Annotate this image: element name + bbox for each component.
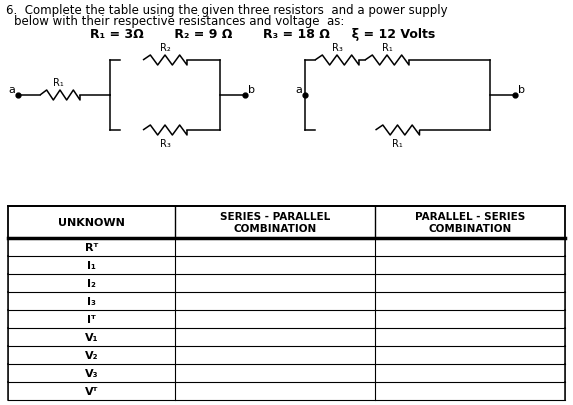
Bar xyxy=(8,256,565,274)
Text: PARALLEL - SERIES
COMBINATION: PARALLEL - SERIES COMBINATION xyxy=(415,211,525,234)
Text: I₃: I₃ xyxy=(87,296,96,306)
Text: I₂: I₂ xyxy=(87,278,96,288)
Bar xyxy=(8,274,565,292)
Text: V₂: V₂ xyxy=(85,350,98,360)
Text: SERIES - PARALLEL
COMBINATION: SERIES - PARALLEL COMBINATION xyxy=(220,211,330,234)
Bar xyxy=(8,292,565,310)
Text: Vᵀ: Vᵀ xyxy=(85,386,98,396)
Text: Rᵀ: Rᵀ xyxy=(85,243,98,252)
Text: a: a xyxy=(295,85,302,95)
Text: b: b xyxy=(518,85,525,95)
Bar xyxy=(8,207,565,239)
Text: R₁ = 3Ω       R₂ = 9 Ω       R₃ = 18 Ω     ξ = 12 Volts: R₁ = 3Ω R₂ = 9 Ω R₃ = 18 Ω ξ = 12 Volts xyxy=(90,28,435,41)
Text: UNKNOWN: UNKNOWN xyxy=(58,217,125,228)
Text: 6.  Complete the table using the given three resistors  and a power supply: 6. Complete the table using the given th… xyxy=(6,4,448,17)
Bar xyxy=(8,346,565,364)
Text: b: b xyxy=(248,85,255,95)
Text: R₁: R₁ xyxy=(392,139,403,149)
Text: I₁: I₁ xyxy=(87,260,96,270)
Text: R₃: R₃ xyxy=(332,43,343,53)
Text: V₁: V₁ xyxy=(85,332,98,342)
Text: Iᵀ: Iᵀ xyxy=(87,314,96,324)
Bar xyxy=(8,239,565,256)
Bar xyxy=(8,364,565,382)
Text: R₁: R₁ xyxy=(53,78,64,88)
Text: a: a xyxy=(8,85,15,95)
Bar xyxy=(8,328,565,346)
Text: below with their respective resistances and voltage  as:: below with their respective resistances … xyxy=(14,15,344,28)
Bar xyxy=(8,382,565,400)
Bar xyxy=(8,310,565,328)
Text: R₁: R₁ xyxy=(382,43,393,53)
Text: R₂: R₂ xyxy=(160,43,170,53)
Text: R₃: R₃ xyxy=(159,139,170,149)
Text: V₃: V₃ xyxy=(85,368,98,378)
